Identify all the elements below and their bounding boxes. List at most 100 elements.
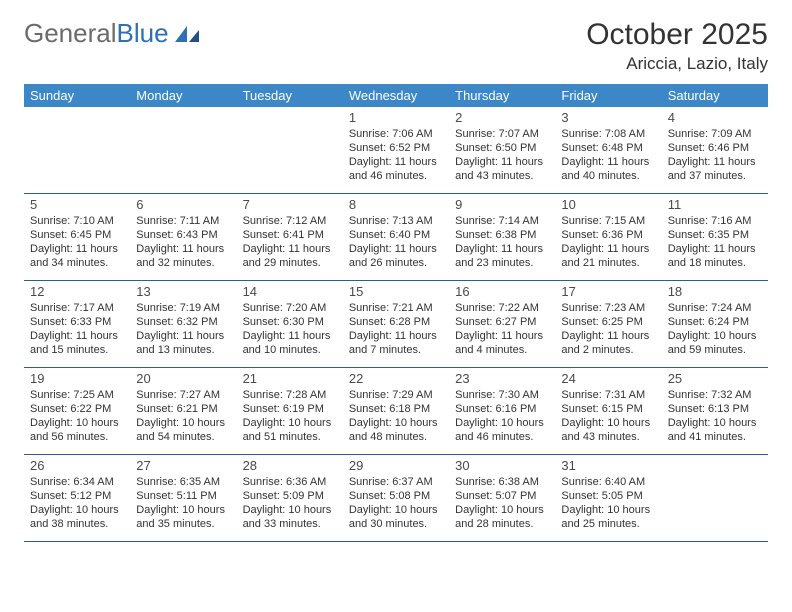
day-cell: 15Sunrise: 7:21 AMSunset: 6:28 PMDayligh… — [343, 281, 449, 367]
title-block: October 2025 Ariccia, Lazio, Italy — [586, 18, 768, 74]
daylight-line: Daylight: 10 hours and 56 minutes. — [30, 417, 124, 445]
daylight-line: Daylight: 11 hours and 2 minutes. — [561, 330, 655, 358]
sunrise-line: Sunrise: 6:36 AM — [243, 476, 337, 490]
sunrise-line: Sunrise: 7:20 AM — [243, 302, 337, 316]
daylight-line: Daylight: 11 hours and 23 minutes. — [455, 243, 549, 271]
day-cell: 6Sunrise: 7:11 AMSunset: 6:43 PMDaylight… — [130, 194, 236, 280]
day-cell: 26Sunrise: 6:34 AMSunset: 5:12 PMDayligh… — [24, 455, 130, 541]
location-label: Ariccia, Lazio, Italy — [586, 54, 768, 74]
daylight-line: Daylight: 11 hours and 26 minutes. — [349, 243, 443, 271]
day-cell: 3Sunrise: 7:08 AMSunset: 6:48 PMDaylight… — [555, 107, 661, 193]
sunset-line: Sunset: 6:52 PM — [349, 142, 443, 156]
empty-cell — [24, 107, 130, 193]
sunrise-line: Sunrise: 7:22 AM — [455, 302, 549, 316]
day-cell: 31Sunrise: 6:40 AMSunset: 5:05 PMDayligh… — [555, 455, 661, 541]
sunrise-line: Sunrise: 7:10 AM — [30, 215, 124, 229]
day-number: 25 — [668, 371, 762, 387]
day-header-monday: Monday — [130, 84, 236, 107]
sunset-line: Sunset: 6:36 PM — [561, 229, 655, 243]
day-cell: 21Sunrise: 7:28 AMSunset: 6:19 PMDayligh… — [237, 368, 343, 454]
day-header-thursday: Thursday — [449, 84, 555, 107]
sunrise-line: Sunrise: 7:28 AM — [243, 389, 337, 403]
day-cell: 13Sunrise: 7:19 AMSunset: 6:32 PMDayligh… — [130, 281, 236, 367]
day-cell: 9Sunrise: 7:14 AMSunset: 6:38 PMDaylight… — [449, 194, 555, 280]
sunset-line: Sunset: 6:13 PM — [668, 403, 762, 417]
daylight-line: Daylight: 11 hours and 46 minutes. — [349, 156, 443, 184]
sunrise-line: Sunrise: 7:15 AM — [561, 215, 655, 229]
week-row: 5Sunrise: 7:10 AMSunset: 6:45 PMDaylight… — [24, 194, 768, 281]
daylight-line: Daylight: 11 hours and 40 minutes. — [561, 156, 655, 184]
day-number: 14 — [243, 284, 337, 300]
day-number: 8 — [349, 197, 443, 213]
header: GeneralBlue October 2025 Ariccia, Lazio,… — [24, 18, 768, 74]
sunset-line: Sunset: 5:09 PM — [243, 490, 337, 504]
daylight-line: Daylight: 11 hours and 13 minutes. — [136, 330, 230, 358]
day-header-wednesday: Wednesday — [343, 84, 449, 107]
day-number: 18 — [668, 284, 762, 300]
sunrise-line: Sunrise: 7:30 AM — [455, 389, 549, 403]
sunrise-line: Sunrise: 6:35 AM — [136, 476, 230, 490]
sunset-line: Sunset: 6:40 PM — [349, 229, 443, 243]
sunrise-line: Sunrise: 7:23 AM — [561, 302, 655, 316]
daylight-line: Daylight: 11 hours and 7 minutes. — [349, 330, 443, 358]
day-cell: 20Sunrise: 7:27 AMSunset: 6:21 PMDayligh… — [130, 368, 236, 454]
page: GeneralBlue October 2025 Ariccia, Lazio,… — [0, 0, 792, 560]
logo-text-blue: Blue — [117, 18, 169, 49]
daylight-line: Daylight: 11 hours and 15 minutes. — [30, 330, 124, 358]
logo-text-general: General — [24, 18, 117, 49]
sunset-line: Sunset: 6:16 PM — [455, 403, 549, 417]
sunset-line: Sunset: 6:35 PM — [668, 229, 762, 243]
sunrise-line: Sunrise: 7:21 AM — [349, 302, 443, 316]
day-cell: 16Sunrise: 7:22 AMSunset: 6:27 PMDayligh… — [449, 281, 555, 367]
day-cell: 10Sunrise: 7:15 AMSunset: 6:36 PMDayligh… — [555, 194, 661, 280]
daylight-line: Daylight: 10 hours and 38 minutes. — [30, 504, 124, 532]
sunset-line: Sunset: 6:38 PM — [455, 229, 549, 243]
empty-cell — [130, 107, 236, 193]
day-cell: 8Sunrise: 7:13 AMSunset: 6:40 PMDaylight… — [343, 194, 449, 280]
sunset-line: Sunset: 5:11 PM — [136, 490, 230, 504]
daylight-line: Daylight: 11 hours and 34 minutes. — [30, 243, 124, 271]
sunset-line: Sunset: 5:05 PM — [561, 490, 655, 504]
daylight-line: Daylight: 10 hours and 54 minutes. — [136, 417, 230, 445]
day-cell: 1Sunrise: 7:06 AMSunset: 6:52 PMDaylight… — [343, 107, 449, 193]
sunrise-line: Sunrise: 7:14 AM — [455, 215, 549, 229]
daylight-line: Daylight: 10 hours and 28 minutes. — [455, 504, 549, 532]
sunrise-line: Sunrise: 7:08 AM — [561, 128, 655, 142]
day-number: 11 — [668, 197, 762, 213]
daylight-line: Daylight: 11 hours and 21 minutes. — [561, 243, 655, 271]
day-cell: 19Sunrise: 7:25 AMSunset: 6:22 PMDayligh… — [24, 368, 130, 454]
day-number: 19 — [30, 371, 124, 387]
sunset-line: Sunset: 6:46 PM — [668, 142, 762, 156]
sunset-line: Sunset: 6:25 PM — [561, 316, 655, 330]
day-number: 26 — [30, 458, 124, 474]
day-cell: 23Sunrise: 7:30 AMSunset: 6:16 PMDayligh… — [449, 368, 555, 454]
sunrise-line: Sunrise: 7:17 AM — [30, 302, 124, 316]
daylight-line: Daylight: 10 hours and 43 minutes. — [561, 417, 655, 445]
day-number: 17 — [561, 284, 655, 300]
day-number: 27 — [136, 458, 230, 474]
page-title: October 2025 — [586, 18, 768, 52]
sunset-line: Sunset: 6:50 PM — [455, 142, 549, 156]
empty-cell — [662, 455, 768, 541]
day-cell: 17 Sunrise: 7:23 AMSunset: 6:25 PMDayligh… — [555, 281, 661, 367]
sunrise-line: Sunrise: 7:24 AM — [668, 302, 762, 316]
sunrise-line: Sunrise: 7:11 AM — [136, 215, 230, 229]
sunrise-line: Sunrise: 6:38 AM — [455, 476, 549, 490]
day-number: 4 — [668, 110, 762, 126]
day-number: 28 — [243, 458, 337, 474]
daylight-line: Daylight: 10 hours and 25 minutes. — [561, 504, 655, 532]
sunset-line: Sunset: 6:41 PM — [243, 229, 337, 243]
sunrise-line: Sunrise: 7:16 AM — [668, 215, 762, 229]
day-cell: 12Sunrise: 7:17 AMSunset: 6:33 PMDayligh… — [24, 281, 130, 367]
day-cell: 4Sunrise: 7:09 AMSunset: 6:46 PMDaylight… — [662, 107, 768, 193]
sunset-line: Sunset: 6:28 PM — [349, 316, 443, 330]
day-number: 23 — [455, 371, 549, 387]
day-number: 16 — [455, 284, 549, 300]
sunset-line: Sunset: 6:45 PM — [30, 229, 124, 243]
daylight-line: Daylight: 11 hours and 43 minutes. — [455, 156, 549, 184]
daylight-line: Daylight: 11 hours and 10 minutes. — [243, 330, 337, 358]
day-number: 20 — [136, 371, 230, 387]
sunset-line: Sunset: 6:30 PM — [243, 316, 337, 330]
day-cell: 11Sunrise: 7:16 AMSunset: 6:35 PMDayligh… — [662, 194, 768, 280]
sunrise-line: Sunrise: 7:06 AM — [349, 128, 443, 142]
